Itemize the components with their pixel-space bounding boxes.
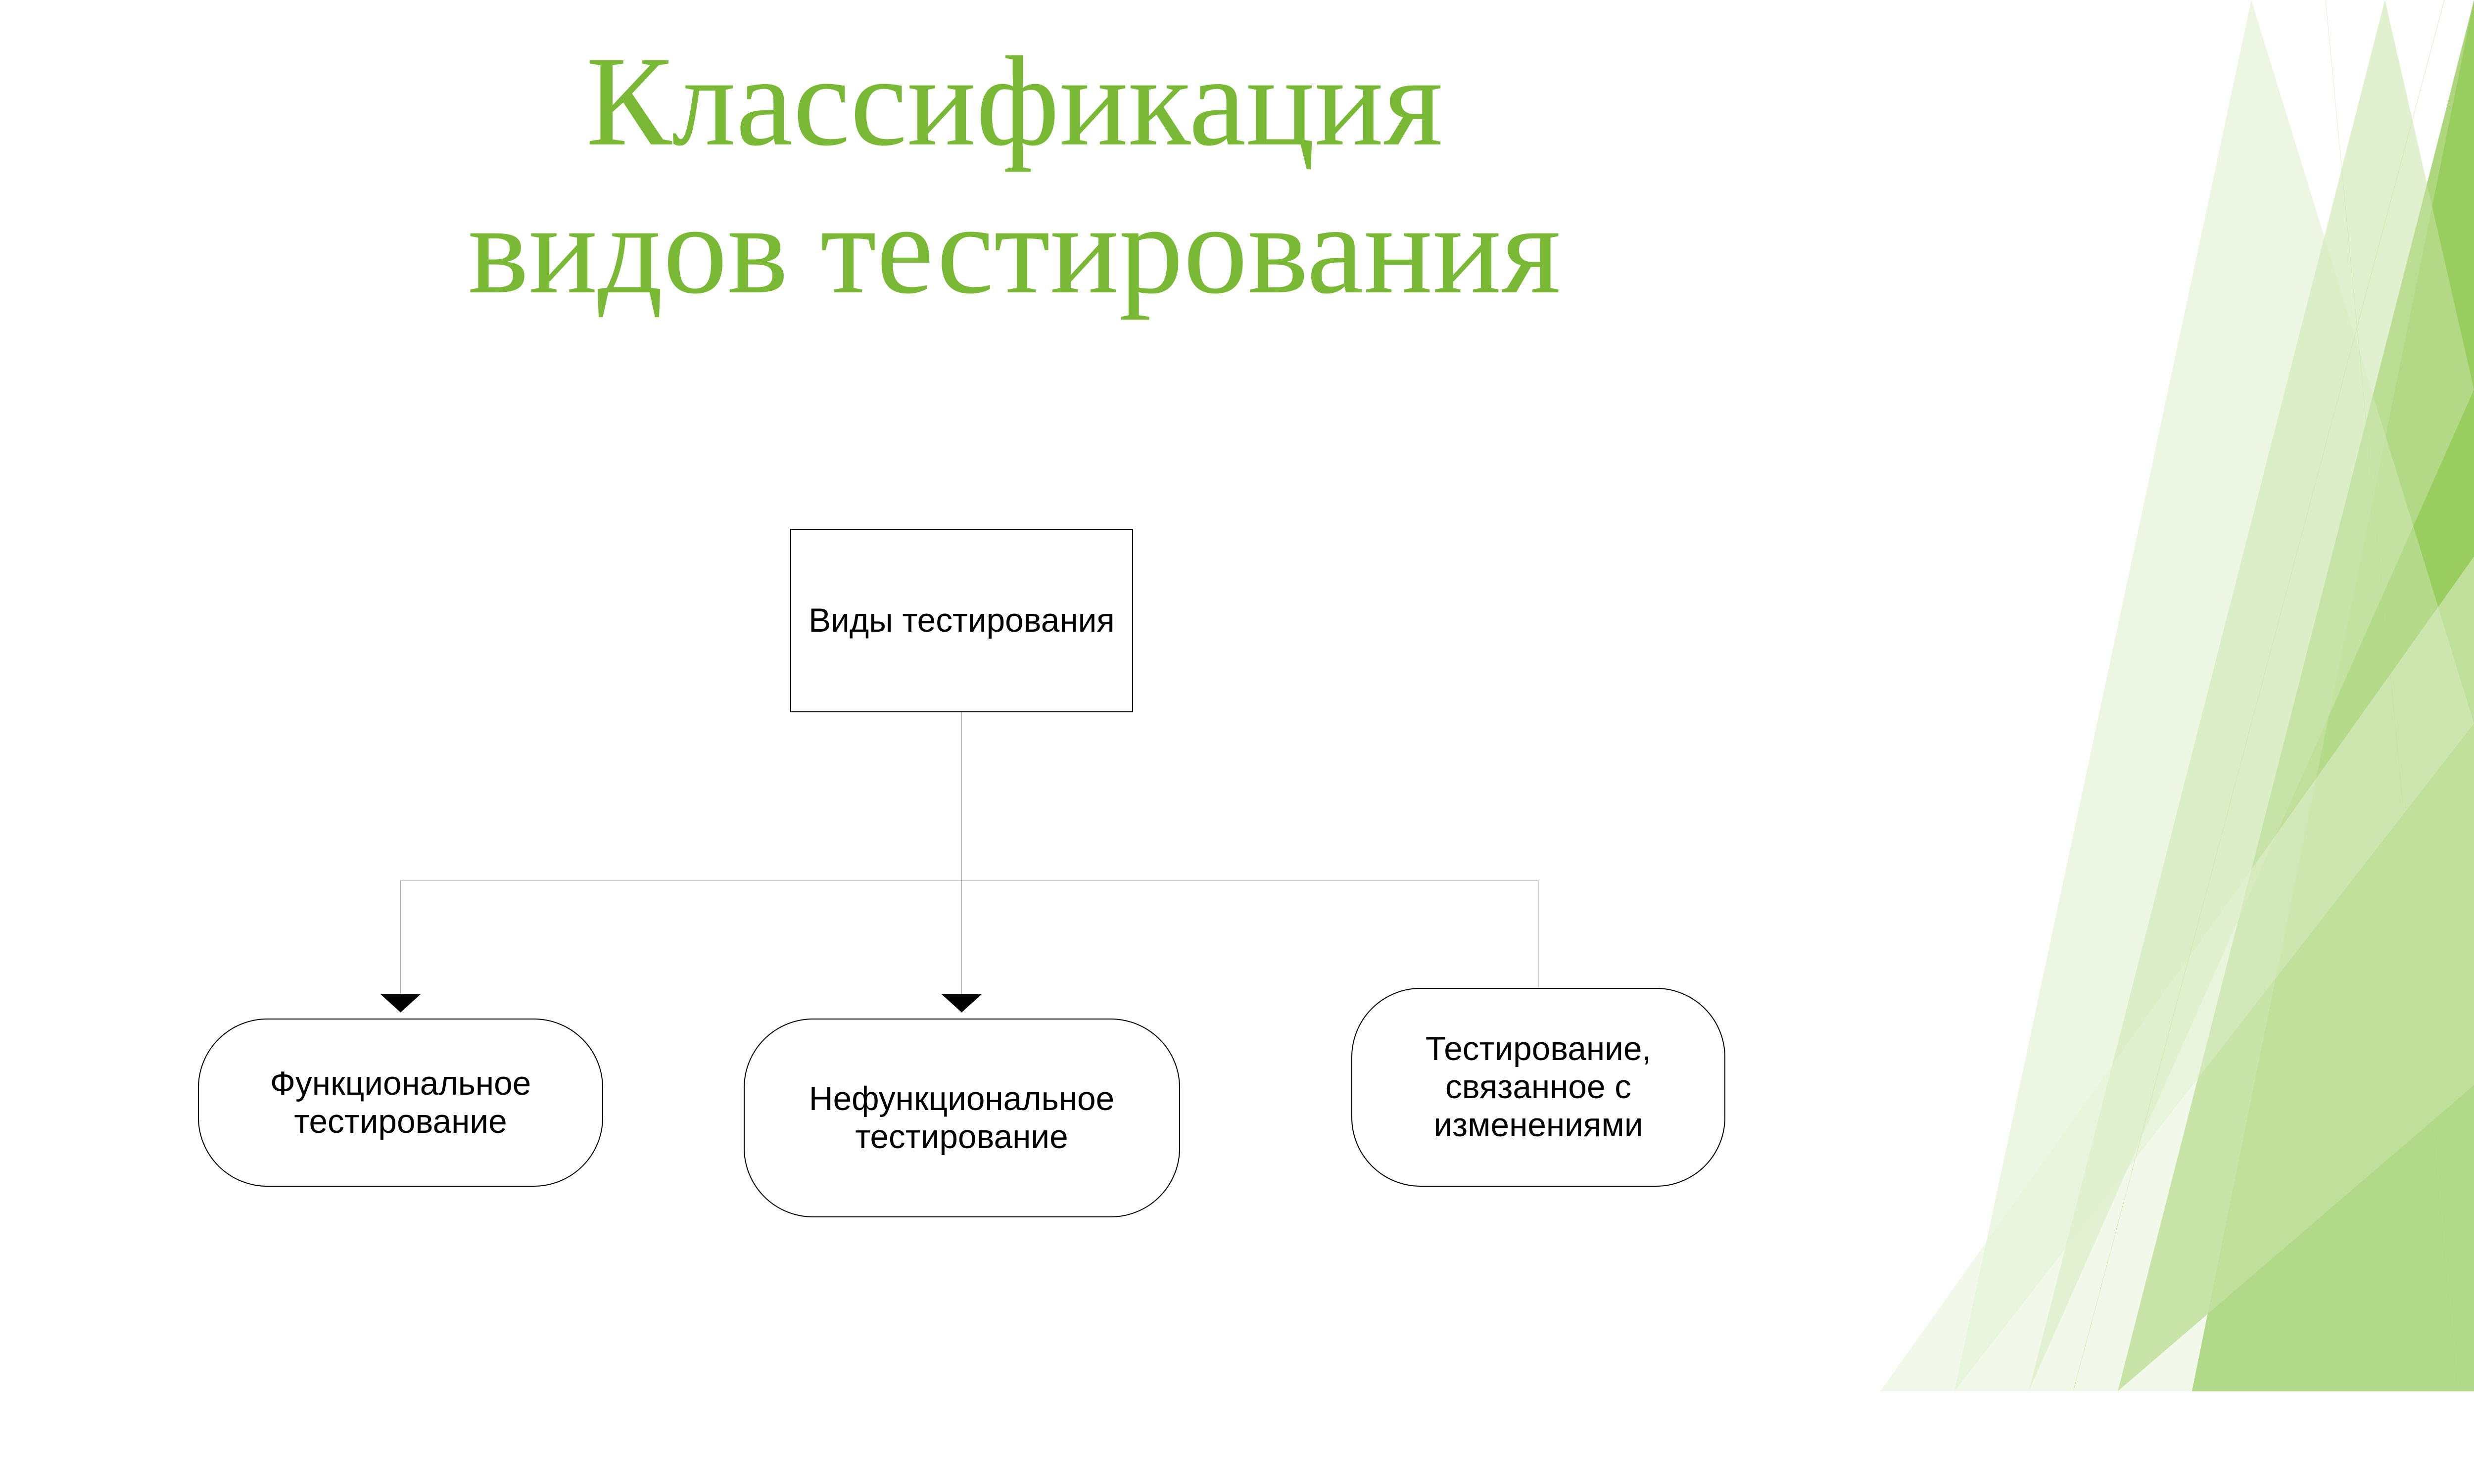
child-node-0-label: Функциональное тестирование — [208, 1065, 593, 1141]
slide: Классификация видов тестирования Виды те… — [0, 0, 2474, 1391]
child-node-0: Функциональное тестирование — [198, 1019, 603, 1187]
title-line-2: видов тестирования — [148, 176, 1880, 324]
child-node-2-label: Тестирование, связанное с изменениями — [1361, 1030, 1715, 1144]
slide-title: Классификация видов тестирования — [148, 28, 1880, 324]
child-node-2: Тестирование, связанное с изменениями — [1351, 988, 1725, 1187]
diagram-container: Виды тестирования Функциональное тестиро… — [198, 529, 1757, 1294]
child-node-1-label: Нефункциональное тестирование — [754, 1080, 1170, 1156]
title-line-1: Классификация — [148, 28, 1880, 176]
root-node-label: Виды тестирования — [809, 602, 1115, 640]
root-node: Виды тестирования — [790, 529, 1133, 712]
child-node-1: Нефункциональное тестирование — [744, 1019, 1180, 1217]
